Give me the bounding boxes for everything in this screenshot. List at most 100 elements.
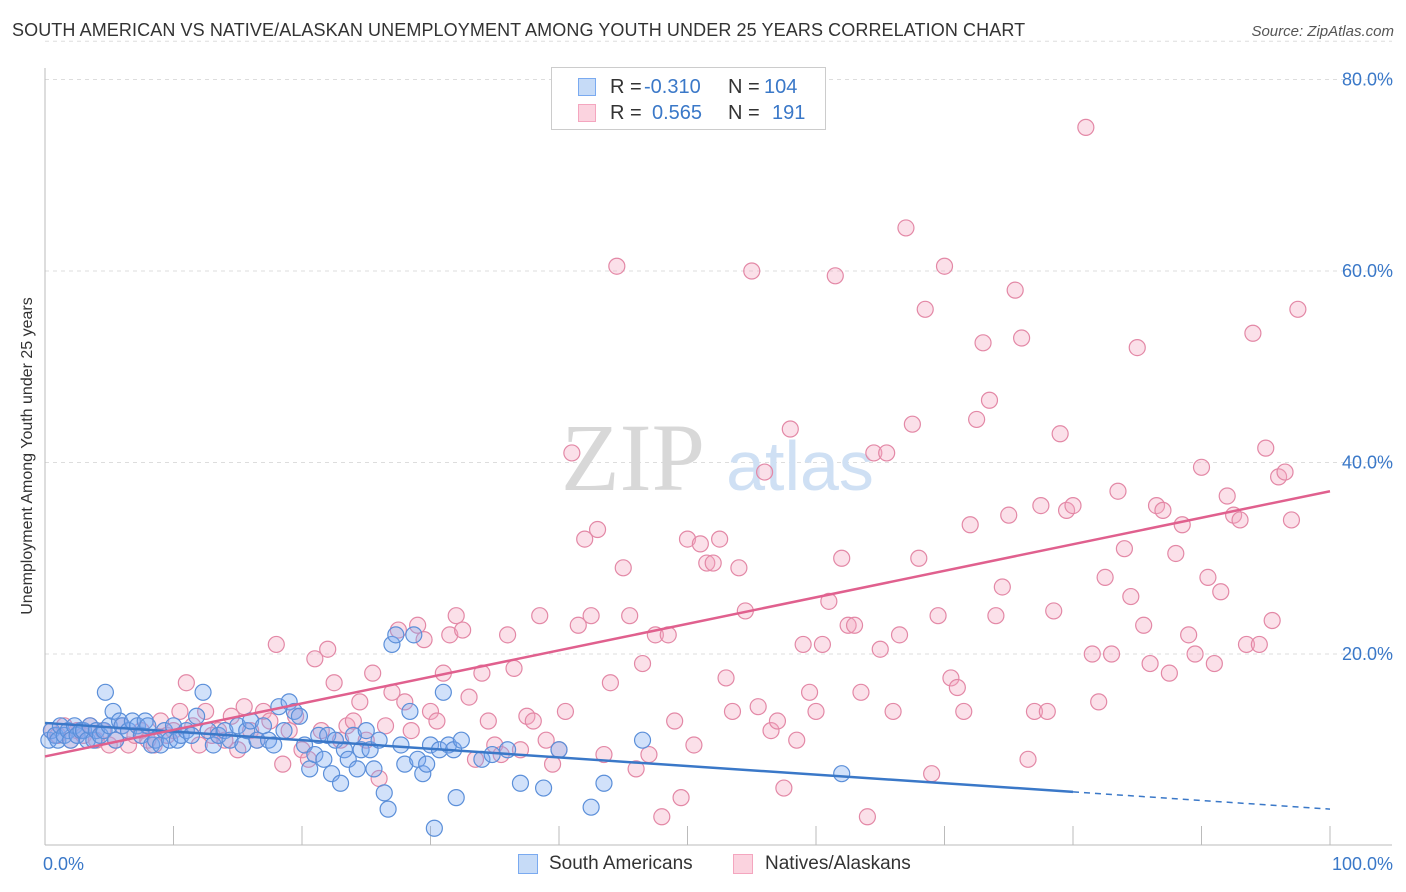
native-alaskan-point xyxy=(582,607,600,625)
south-american-point xyxy=(452,731,470,749)
grid-lines xyxy=(45,40,1392,655)
south-american-point xyxy=(254,717,273,735)
native-alaskan-point xyxy=(968,410,986,429)
native-alaskan-point xyxy=(576,530,594,548)
native-alaskan-point xyxy=(678,530,697,548)
series-legend-label-natives-alaskans: Natives/Alaskans xyxy=(765,853,911,874)
native-alaskan-point xyxy=(376,717,395,735)
native-alaskan-point xyxy=(447,607,465,625)
south-american-point xyxy=(387,626,405,644)
data-points xyxy=(40,118,1307,837)
native-alaskan-point xyxy=(743,262,761,280)
south-american-point xyxy=(582,798,600,816)
south-american-trend-line-extension xyxy=(1072,791,1331,810)
native-alaskan-point xyxy=(364,664,382,682)
native-alaskan-point xyxy=(595,745,613,764)
south-american-point xyxy=(550,741,568,759)
native-alaskan-point xyxy=(1192,458,1211,476)
south-american-point xyxy=(204,736,222,754)
south-american-point xyxy=(425,819,443,837)
south-american-point xyxy=(335,741,354,759)
native-alaskan-point xyxy=(685,736,703,754)
native-alaskan-point xyxy=(1128,339,1146,357)
native-alaskan-point xyxy=(1276,463,1294,481)
native-alaskan-point xyxy=(749,698,767,716)
south-american-point xyxy=(357,721,375,740)
y-tick-label: 40.0% xyxy=(1342,453,1393,473)
native-alaskan-point xyxy=(1122,587,1140,606)
south-american-point xyxy=(414,765,432,783)
native-alaskan-point xyxy=(235,698,253,716)
south-american-point xyxy=(310,726,328,744)
south-american-point xyxy=(194,683,212,701)
legend-r-label: R = xyxy=(610,102,642,124)
native-alaskan-point xyxy=(813,635,832,654)
native-alaskan-point xyxy=(1186,645,1204,663)
native-alaskan-point xyxy=(640,745,658,764)
south-american-point xyxy=(104,702,122,721)
south-american-trend-line xyxy=(44,721,1074,794)
native-alaskan-point xyxy=(325,674,343,692)
native-alaskan-point xyxy=(1135,616,1153,634)
south-american-point xyxy=(315,750,333,768)
south-american-point xyxy=(392,736,410,754)
y-axis-label: Unemployment Among Youth under 25 years xyxy=(19,297,36,615)
native-alaskan-point xyxy=(569,616,587,634)
native-alaskan-point xyxy=(704,554,722,572)
native-alaskan-point xyxy=(878,444,896,462)
native-alaskan-point xyxy=(601,674,620,692)
native-alaskan-point xyxy=(274,755,292,773)
south-american-point xyxy=(383,635,401,654)
native-alaskan-point xyxy=(1289,300,1307,318)
native-alaskan-point xyxy=(1032,496,1050,515)
south-american-point xyxy=(96,683,114,701)
native-alaskan-point xyxy=(1019,750,1037,768)
south-american-point xyxy=(511,774,530,792)
native-alaskan-point xyxy=(171,702,189,721)
native-alaskan-point xyxy=(177,674,195,692)
native-alaskan-point xyxy=(871,640,889,658)
native-alaskan-point xyxy=(389,621,407,639)
native-alaskan-point xyxy=(948,678,966,697)
native-alaskan-point xyxy=(910,549,928,567)
native-alaskan-point xyxy=(1006,281,1024,299)
native-alaskan-point xyxy=(441,626,459,644)
legend-r-label: R = xyxy=(610,76,642,98)
native-alaskan-point xyxy=(935,257,954,275)
native-alaskan-point xyxy=(775,779,793,797)
native-alaskan-point xyxy=(1102,645,1121,663)
south-american-point xyxy=(401,702,419,721)
native-alaskan-point xyxy=(974,334,992,352)
south-american-point xyxy=(348,760,366,778)
y-tick-label: 20.0% xyxy=(1342,644,1393,664)
native-alaskan-point xyxy=(1257,439,1275,457)
south-american-point xyxy=(46,726,64,744)
native-alaskan-point xyxy=(1109,482,1127,500)
native-alaskan-point xyxy=(627,760,645,778)
watermark-zip: ZIP xyxy=(561,404,705,511)
watermark-atlas: atlas xyxy=(726,427,874,505)
x-tick-label: 0.0% xyxy=(43,854,84,874)
native-alaskan-point xyxy=(614,559,632,577)
native-alaskan-point xyxy=(858,808,877,826)
south-american-point xyxy=(285,702,303,721)
native-alaskan-point xyxy=(556,702,575,721)
south-american-point xyxy=(633,731,652,749)
native-alaskan-point xyxy=(890,626,909,644)
native-alaskan-point xyxy=(1282,511,1301,529)
trend-lines xyxy=(44,490,1331,810)
native-alaskan-point xyxy=(531,607,549,625)
native-alaskan-point xyxy=(1064,496,1082,515)
native-alaskan-point xyxy=(1083,645,1101,663)
south-american-point xyxy=(352,741,370,759)
native-alaskan-point xyxy=(402,721,420,740)
native-alaskan-point xyxy=(1160,664,1178,682)
series-legend-swatch-south-americans xyxy=(518,854,538,874)
native-alaskan-point xyxy=(897,219,915,237)
native-alaskan-point xyxy=(1250,635,1268,654)
chart-title: SOUTH AMERICAN VS NATIVE/ALASKAN UNEMPLO… xyxy=(12,20,1026,40)
south-american-point xyxy=(534,779,553,797)
native-alaskan-point xyxy=(1025,702,1044,721)
series-legend-label-south-americans: South Americans xyxy=(549,853,693,874)
